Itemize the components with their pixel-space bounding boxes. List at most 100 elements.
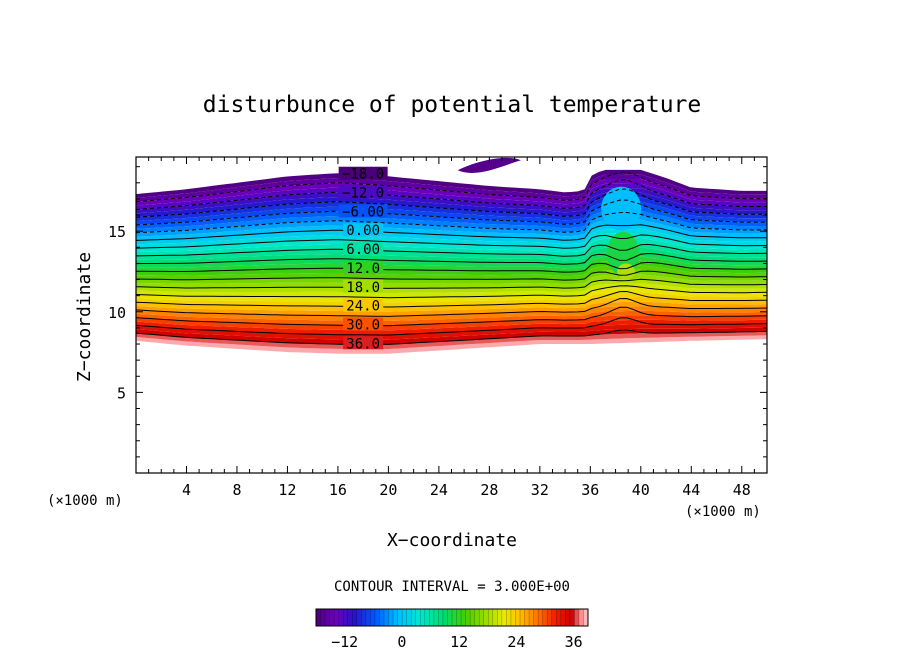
x-tick-label: 44	[682, 481, 700, 499]
colorbar-cell	[433, 609, 439, 626]
x-tick-label: 12	[278, 481, 296, 499]
colorbar-cell	[479, 609, 485, 626]
colorbar-cell	[397, 609, 403, 626]
perturbation-core	[617, 263, 636, 280]
contour-label: −12.0	[342, 186, 384, 202]
colorbar-cell	[510, 609, 516, 626]
contour-line	[136, 211, 767, 234]
contour-label: 36.0	[346, 336, 380, 352]
colorbar-cell	[574, 609, 580, 626]
contour-band	[136, 335, 767, 354]
contour-band	[136, 215, 767, 237]
colorbar-tick-label: 0	[397, 633, 406, 651]
contour-band	[136, 206, 767, 229]
x-tick-label: 24	[430, 481, 448, 499]
contour-band	[136, 265, 767, 281]
contour-line	[136, 199, 767, 226]
colorbar-cell	[424, 609, 430, 626]
colorbar-cell	[533, 609, 539, 626]
colorbar-tick-label: 12	[450, 633, 468, 651]
x-tick-label: 48	[733, 481, 751, 499]
colorbar-cell	[370, 609, 376, 626]
colorbar-cell	[438, 609, 444, 626]
contour-label: 30.0	[346, 317, 380, 333]
colorbar-cell	[492, 609, 498, 626]
contour-line	[136, 234, 767, 249]
colorbar-tick-label: −12	[331, 633, 358, 651]
colorbar-cell	[470, 609, 476, 626]
contour-label-backdrop	[343, 336, 384, 350]
contour-line	[136, 297, 767, 317]
x-tick-label: 8	[232, 481, 241, 499]
contour-band	[136, 179, 767, 206]
isolated-contour-region	[457, 157, 521, 173]
colorbar-cell	[411, 609, 417, 626]
contour-band	[136, 287, 767, 303]
colorbar-cell	[538, 609, 544, 626]
contour-label: 0.00	[346, 223, 380, 239]
contour-line	[136, 285, 767, 299]
colorbar-cell	[488, 609, 494, 626]
contour-band	[136, 292, 767, 307]
colorbar-cell	[461, 609, 466, 626]
contour-label: 18.0	[346, 280, 380, 296]
contour-band	[136, 301, 767, 317]
contour-band	[136, 306, 767, 321]
perturbation-upper	[601, 186, 642, 231]
colorbar-cell	[501, 609, 507, 626]
colorbar-cell	[447, 609, 453, 626]
colorbar: −12 0 12 24 36	[315, 608, 589, 651]
contour-band	[136, 201, 767, 225]
colorbar-cell	[465, 609, 471, 626]
contour-band	[136, 278, 767, 293]
contour-band	[136, 315, 767, 331]
contour-label-backdrop	[343, 242, 384, 256]
colorbar-tick-label: 36	[565, 633, 583, 651]
contour-line	[136, 188, 767, 218]
colorbar-cell	[551, 609, 557, 626]
colorbar-cell	[429, 609, 435, 626]
contour-label-backdrop	[338, 185, 388, 199]
y-tick-label: 15	[108, 223, 126, 241]
colorbar-cell	[556, 609, 562, 626]
contour-label-backdrop	[343, 279, 384, 293]
colorbar-frame	[315, 608, 589, 627]
colorbar-cell	[506, 609, 512, 626]
contour-band	[136, 192, 767, 218]
contour-line	[136, 252, 767, 265]
colorbar-cell	[452, 609, 457, 626]
contour-band	[136, 310, 767, 326]
contour-band	[136, 331, 767, 349]
contour-band	[136, 169, 767, 198]
contour-line	[136, 306, 767, 327]
x-tick-label: 16	[329, 481, 347, 499]
x-tick-label: 28	[480, 481, 498, 499]
contour-label-backdrop	[343, 223, 384, 237]
x-tick-label: 40	[632, 481, 650, 499]
colorbar-cell	[402, 609, 408, 626]
contour-band	[136, 228, 767, 249]
contour-line	[136, 179, 767, 210]
colorbar-cell	[524, 609, 530, 626]
contour-label: −18.0	[342, 167, 384, 183]
contour-band	[136, 219, 767, 241]
contour-band	[136, 224, 767, 245]
colorbar-cell	[474, 609, 480, 626]
contour-band	[136, 327, 767, 345]
y-unit-label: (×1000 m)	[47, 493, 123, 509]
colorbar-cell	[560, 609, 566, 626]
contour-band	[136, 297, 767, 312]
contour-label: −6.00	[342, 204, 384, 220]
contour-label: 6.00	[346, 242, 380, 258]
y-axis-label: Z−coordinate	[74, 252, 95, 382]
colorbar-cell	[325, 609, 330, 626]
colorbar-cell	[547, 609, 553, 626]
colorbar-cell	[415, 609, 421, 626]
colorbar-cell	[515, 609, 521, 626]
colorbar-cell	[361, 609, 367, 626]
contour-band	[136, 174, 767, 202]
colorbar-cell	[356, 609, 362, 626]
contour-lines	[136, 171, 767, 345]
contour-line	[136, 278, 767, 289]
